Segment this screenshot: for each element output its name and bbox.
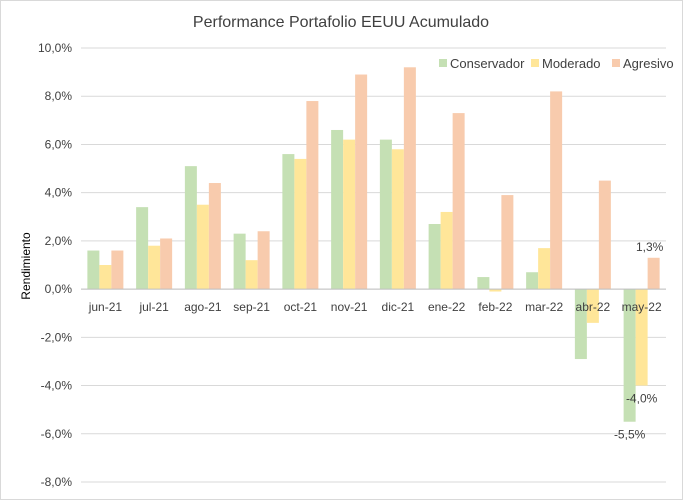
bar-moderado-mar-22 (538, 248, 551, 290)
y-tick-label: 8,0% (45, 89, 73, 103)
bar-agresivo-abr-22 (598, 180, 611, 290)
y-tick-label: -4,0% (41, 379, 73, 393)
legend-swatch-moderado (531, 59, 539, 67)
bar-conservador-oct-21 (282, 154, 295, 290)
bar-moderado-ago-21 (196, 204, 209, 290)
y-tick-label: 6,0% (45, 137, 73, 151)
bar-moderado-ene-22 (440, 211, 453, 290)
legend-label-conservador: Conservador (450, 56, 525, 71)
x-tick-label: mar-22 (525, 300, 563, 314)
bars (87, 67, 660, 422)
bar-conservador-ago-21 (184, 166, 197, 290)
bar-agresivo-may-22 (647, 257, 660, 290)
bar-moderado-jun-21 (99, 265, 112, 290)
bar-agresivo-ago-21 (208, 183, 221, 290)
y-tick-label: 0,0% (45, 282, 73, 296)
bar-conservador-mar-22 (526, 272, 539, 290)
bar-agresivo-oct-21 (306, 101, 319, 290)
bar-moderado-jul-21 (148, 245, 161, 290)
x-tick-label: oct-21 (284, 300, 318, 314)
y-tick-label: -8,0% (41, 475, 73, 489)
bar-conservador-ene-22 (428, 224, 441, 290)
x-tick-label: feb-22 (478, 300, 512, 314)
data-label: -4,0% (626, 392, 658, 406)
y-tick-label: 4,0% (45, 186, 73, 200)
axes: -8,0% -6,0% -4,0% -2,0% 0,0% 2,0% 4,0% 6,0% 8,0%… (38, 41, 666, 489)
bar-conservador-jun-21 (87, 250, 100, 290)
x-tick-label: nov-21 (331, 300, 368, 314)
bar-moderado-sep-21 (245, 260, 258, 290)
bar-moderado-nov-21 (343, 139, 356, 290)
bar-agresivo-sep-21 (257, 231, 270, 290)
bar-agresivo-nov-21 (355, 74, 368, 290)
bar-agresivo-jun-21 (111, 250, 124, 290)
chart-title: Performance Portafolio EEUU Acumulado (193, 14, 489, 31)
bar-moderado-oct-21 (294, 158, 307, 290)
x-tick-label: abr-22 (576, 300, 611, 314)
bar-conservador-nov-21 (331, 129, 344, 290)
legend-swatch-conservador (439, 59, 447, 67)
bar-agresivo-dic-21 (403, 67, 416, 290)
data-label: 1,3% (636, 240, 664, 254)
legend-label-agresivo: Agresivo (623, 56, 674, 71)
legend-label-moderado: Moderado (542, 56, 601, 71)
x-tick-label: dic-21 (382, 300, 415, 314)
data-labels: 1,3% -4,0% -5,5% (614, 240, 664, 442)
y-tick-label: 2,0% (45, 234, 73, 248)
x-tick-label: may-22 (622, 300, 662, 314)
x-tick-label: ene-22 (428, 300, 466, 314)
bar-conservador-abr-22 (574, 289, 587, 360)
x-tick-label: jul-21 (138, 300, 169, 314)
bar-moderado-dic-21 (391, 149, 404, 290)
bar-conservador-may-22 (623, 289, 636, 422)
bar-agresivo-jul-21 (160, 238, 173, 290)
y-tick-label: -6,0% (41, 427, 73, 441)
bar-conservador-sep-21 (233, 233, 246, 290)
bar-agresivo-feb-22 (501, 195, 514, 290)
y-tick-label: 10,0% (38, 41, 72, 55)
bar-conservador-jul-21 (136, 207, 149, 290)
legend: Conservador Moderado Agresivo (439, 56, 674, 71)
data-label: -5,5% (614, 428, 646, 442)
bar-moderado-abr-22 (586, 289, 599, 323)
bar-agresivo-ene-22 (452, 113, 465, 290)
bar-agresivo-mar-22 (550, 91, 563, 290)
bar-conservador-feb-22 (477, 277, 490, 290)
x-tick-label: jun-21 (88, 300, 123, 314)
bar-moderado-feb-22 (489, 289, 502, 292)
y-axis-title: Rendimiento (19, 232, 33, 300)
bar-moderado-may-22 (635, 289, 648, 386)
x-tick-label: sep-21 (233, 300, 270, 314)
y-tick-label: -2,0% (41, 330, 73, 344)
bar-conservador-dic-21 (379, 139, 392, 290)
x-tick-label: ago-21 (184, 300, 222, 314)
legend-swatch-agresivo (612, 59, 620, 67)
